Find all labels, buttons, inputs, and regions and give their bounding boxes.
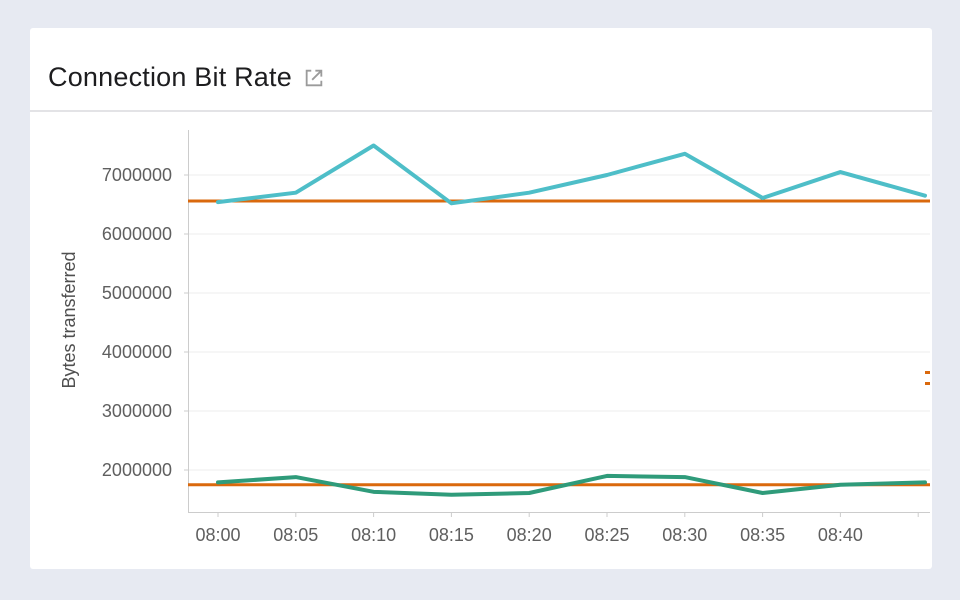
plot-area[interactable] xyxy=(184,130,930,517)
y-tick-label: 5000000 xyxy=(101,283,172,303)
y-axis-title: Bytes transferred xyxy=(59,251,79,389)
x-tick-label: 08:00 xyxy=(195,525,241,545)
x-tick-label: 08:25 xyxy=(584,525,630,545)
x-tick-label: 08:30 xyxy=(662,525,708,545)
chart-card: Connection Bit Rate Bytes transferred 70… xyxy=(30,28,932,569)
x-tick-label: 08:35 xyxy=(740,525,786,545)
y-axis-tick-labels: 7000000 6000000 5000000 4000000 3000000 20000… xyxy=(80,130,180,513)
card-header: Connection Bit Rate xyxy=(48,58,325,96)
y-tick-label: 7000000 xyxy=(101,165,172,185)
y-tick-label: 4000000 xyxy=(101,342,172,362)
header-divider xyxy=(30,110,932,112)
y-tick-label: 6000000 xyxy=(101,224,172,244)
x-tick-label: 08:15 xyxy=(428,525,474,545)
y-tick-label: 3000000 xyxy=(101,401,172,421)
chart-title: Connection Bit Rate xyxy=(48,62,292,92)
external-link-icon[interactable] xyxy=(303,67,325,89)
y-tick-label: 2000000 xyxy=(101,460,172,480)
line-chart[interactable] xyxy=(184,130,930,517)
right-edge-clipped-marks xyxy=(925,371,930,374)
x-tick-label: 08:20 xyxy=(506,525,552,545)
x-tick-label: 08:05 xyxy=(273,525,319,545)
right-edge-clipped-marks xyxy=(925,382,930,385)
x-tick-label: 08:40 xyxy=(817,525,863,545)
x-tick-label: 08:10 xyxy=(351,525,397,545)
x-axis-tick-labels: 08:00 08:05 08:10 08:15 08:20 08:25 08:30 08:35… xyxy=(188,523,930,547)
